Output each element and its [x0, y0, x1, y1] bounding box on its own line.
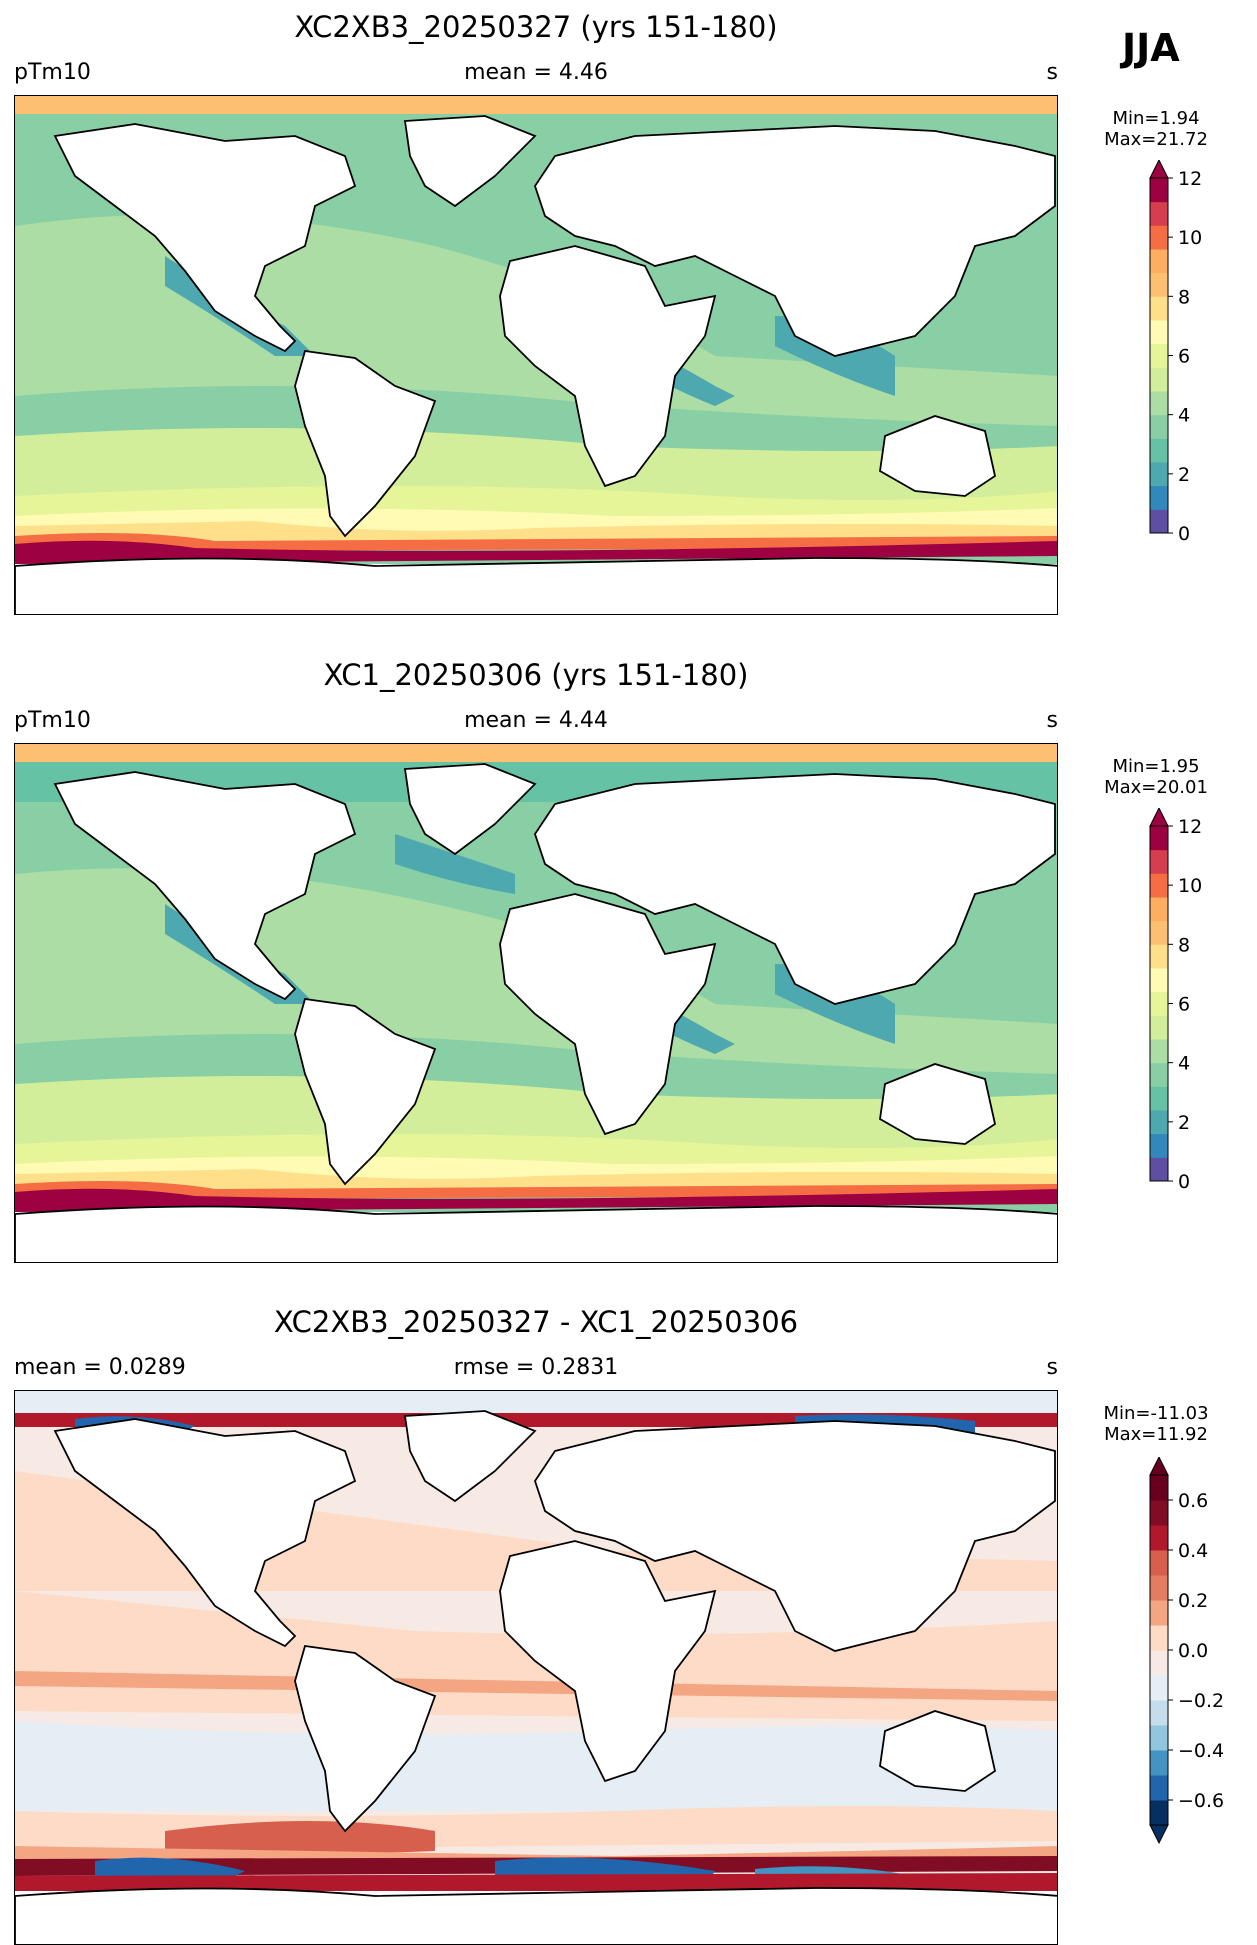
colorbar-tick-label: 0.4 [1178, 1540, 1208, 1562]
colorbar-min-extend-arrow [1149, 1824, 1169, 1845]
colorbar-segment [1150, 1062, 1168, 1087]
panel-3-min-label: Min=-11.03 [1103, 1403, 1209, 1424]
colorbar-segment [1150, 1700, 1168, 1726]
colorbar-tick-label: −0.6 [1178, 1790, 1224, 1812]
colorbar-max-extend-arrow [1149, 160, 1169, 179]
panel-1-min-label: Min=1.94 [1112, 108, 1200, 129]
panel-1-title: XC2XB3_20250327 (yrs 151-180) [294, 10, 778, 44]
colorbar-segment [1150, 1039, 1168, 1064]
colorbar-segment [1150, 1750, 1168, 1776]
panel-3-units-label: s [1046, 1355, 1058, 1380]
panel-2-variable-label: pTm10 [14, 708, 91, 733]
colorbar-tick-label: 6 [1178, 346, 1190, 368]
colorbar-segment [1150, 1600, 1168, 1626]
colorbar-segment [1150, 1625, 1168, 1651]
panel-3-rmse-label: rmse = 0.2831 [453, 1355, 619, 1380]
panel-3-map [14, 1390, 1058, 1945]
colorbar-tick-label: 2 [1178, 1112, 1190, 1134]
panel-2-colorbar: 0 2 4 6 8 10 12 [1149, 808, 1202, 1193]
panel-2-mean-label: mean = 4.44 [464, 708, 608, 733]
colorbar-segment [1150, 462, 1168, 487]
colorbar-segment [1150, 485, 1168, 510]
colorbar-segment [1150, 1475, 1168, 1501]
colorbar-segment [1150, 1575, 1168, 1601]
colorbar-segment [1150, 1086, 1168, 1111]
colorbar-segment [1150, 944, 1168, 969]
colorbar-segment [1150, 1015, 1168, 1040]
panel-3-max-label: Max=11.92 [1104, 1424, 1208, 1445]
colorbar-tick-label: 4 [1178, 1053, 1190, 1075]
colorbar-segment [1150, 414, 1168, 439]
panel-2-title: XC1_20250306 (yrs 151-180) [323, 658, 749, 692]
colorbar-tick-label: −0.2 [1178, 1690, 1224, 1712]
panel-3-title: XC2XB3_20250327 - XC1_20250306 [273, 1305, 799, 1339]
colorbar-segment [1150, 391, 1168, 416]
colorbar-segment [1150, 225, 1168, 250]
panel-1-map [14, 95, 1058, 615]
panel-1-max-label: Max=21.72 [1104, 129, 1208, 150]
panel-1-variable-label: pTm10 [14, 60, 91, 85]
colorbar-tick-label: 8 [1178, 934, 1190, 956]
colorbar-tick-label: 0.6 [1178, 1490, 1208, 1512]
colorbar-segment [1150, 1525, 1168, 1551]
colorbar-segment [1150, 509, 1168, 534]
panel-1-mean-label: mean = 4.46 [464, 60, 608, 85]
colorbar-segment [1150, 343, 1168, 368]
panel-2-max-label: Max=20.01 [1104, 777, 1208, 798]
colorbar-segment [1150, 438, 1168, 463]
colorbar-segment [1150, 991, 1168, 1016]
panel-1-units-label: s [1046, 60, 1058, 85]
colorbar-segment [1150, 968, 1168, 993]
colorbar-segment [1150, 1500, 1168, 1526]
colorbar-segment [1150, 1133, 1168, 1158]
colorbar-segment [1150, 1650, 1168, 1676]
colorbar-tick-label: 0 [1178, 1171, 1190, 1193]
colorbar-tick-label: 8 [1178, 286, 1190, 308]
colorbar-max-extend-arrow [1149, 1457, 1169, 1476]
colorbar-tick-label: 4 [1178, 405, 1190, 427]
colorbar-tick-label: 0.0 [1178, 1640, 1208, 1662]
colorbar-tick-label: 10 [1178, 227, 1202, 249]
colorbar-tick-label: 12 [1178, 168, 1202, 190]
colorbar-segment [1150, 249, 1168, 274]
colorbar-segment [1150, 1800, 1168, 1826]
colorbar-segment [1150, 1725, 1168, 1751]
season-label: JJA [1122, 26, 1180, 70]
panel-3-mean-label: mean = 0.0289 [14, 1355, 186, 1380]
colorbar-segment [1150, 367, 1168, 392]
colorbar-segment [1150, 178, 1168, 203]
colorbar-segment [1150, 920, 1168, 945]
colorbar-segment [1150, 1550, 1168, 1576]
panel-2-map [14, 743, 1058, 1263]
colorbar-tick-label: 2 [1178, 464, 1190, 486]
colorbar-segment [1150, 873, 1168, 898]
colorbar-segment [1150, 320, 1168, 345]
colorbar-segment [1150, 1775, 1168, 1801]
colorbar-segment [1150, 897, 1168, 922]
colorbar-tick-label: 0.2 [1178, 1590, 1208, 1612]
colorbar-tick-label: 10 [1178, 875, 1202, 897]
colorbar-tick-label: 6 [1178, 994, 1190, 1016]
colorbar-segment [1150, 272, 1168, 297]
panel-2-units-label: s [1046, 708, 1058, 733]
colorbar-segment [1150, 849, 1168, 874]
colorbar-max-extend-arrow [1149, 808, 1169, 827]
colorbar-segment [1150, 201, 1168, 226]
colorbar-tick-label: 12 [1178, 816, 1202, 838]
colorbar-segment [1150, 1675, 1168, 1701]
colorbar-segment [1150, 296, 1168, 321]
panel-1-colorbar: 0 2 4 6 8 10 12 [1149, 160, 1202, 545]
colorbar-segment [1150, 1157, 1168, 1182]
colorbar-segment [1150, 1110, 1168, 1135]
colorbar-segment [1150, 826, 1168, 851]
panel-3-colorbar: −0.6 −0.4 −0.2 0.0 0.2 0.4 0.6 [1149, 1457, 1224, 1845]
panel-2-min-label: Min=1.95 [1112, 756, 1200, 777]
colorbar-tick-label: 0 [1178, 523, 1190, 545]
colorbar-tick-label: −0.4 [1178, 1740, 1224, 1762]
